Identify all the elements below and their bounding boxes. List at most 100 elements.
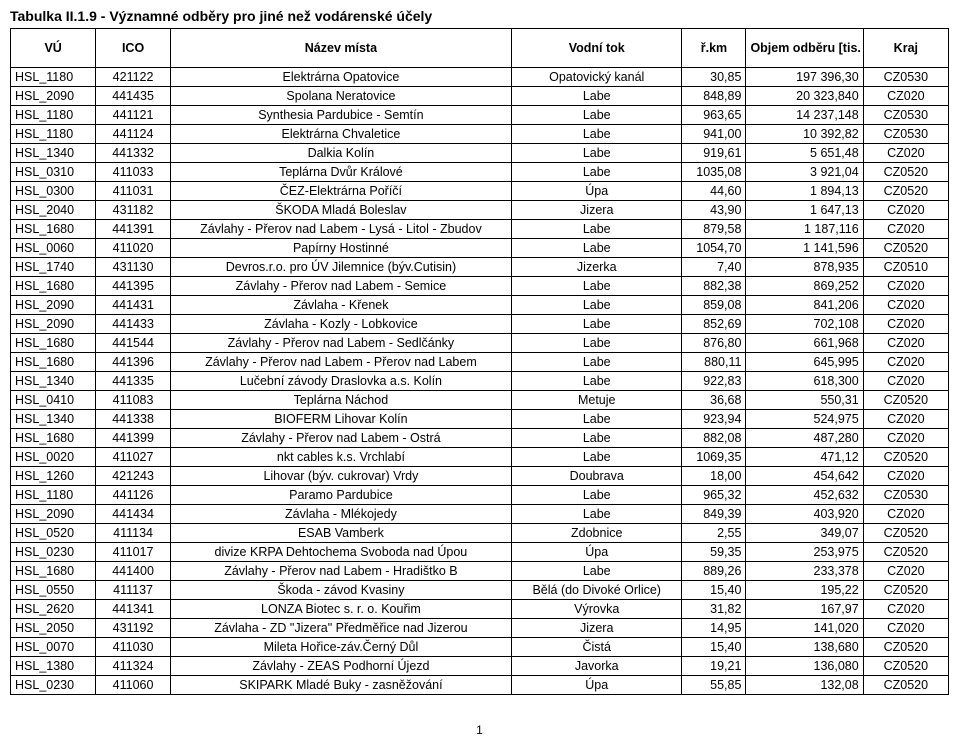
- table-cell: CZ020: [863, 410, 948, 429]
- table-cell: 441435: [96, 87, 171, 106]
- table-cell: 441338: [96, 410, 171, 429]
- table-cell: HSL_0060: [11, 239, 96, 258]
- table-cell: Metuje: [511, 391, 682, 410]
- table-cell: 411027: [96, 448, 171, 467]
- table-row: HSL_0060411020Papírny HostinnéLabe1054,7…: [11, 239, 949, 258]
- table-cell: Jizera: [511, 619, 682, 638]
- table-cell: HSL_2040: [11, 201, 96, 220]
- table-cell: HSL_0550: [11, 581, 96, 600]
- col-header-vu: VÚ: [11, 29, 96, 68]
- table-cell: CZ020: [863, 353, 948, 372]
- table-cell: Labe: [511, 562, 682, 581]
- table-cell: CZ0530: [863, 125, 948, 144]
- table-cell: 441434: [96, 505, 171, 524]
- table-cell: 882,08: [682, 429, 746, 448]
- table-cell: 403,920: [746, 505, 863, 524]
- table-cell: 869,252: [746, 277, 863, 296]
- table-cell: 441433: [96, 315, 171, 334]
- table-body: HSL_1180421122Elektrárna OpatoviceOpatov…: [11, 68, 949, 695]
- table-cell: Závlahy - Přerov nad Labem - Hradištko B: [170, 562, 511, 581]
- table-cell: 411137: [96, 581, 171, 600]
- table-cell: 849,39: [682, 505, 746, 524]
- table-cell: Teplárna Dvůr Králové: [170, 163, 511, 182]
- table-cell: CZ020: [863, 619, 948, 638]
- table-cell: CZ020: [863, 315, 948, 334]
- table-cell: 10 392,82: [746, 125, 863, 144]
- table-cell: 1 187,116: [746, 220, 863, 239]
- table-cell: 431192: [96, 619, 171, 638]
- table-cell: 5 651,48: [746, 144, 863, 163]
- table-cell: 411083: [96, 391, 171, 410]
- header-row: VÚ ICO Název místa Vodní tok ř.km Objem …: [11, 29, 949, 68]
- col-header-ico: ICO: [96, 29, 171, 68]
- table-cell: Škoda - závod Kvasiny: [170, 581, 511, 600]
- table-cell: HSL_2090: [11, 87, 96, 106]
- table-cell: 618,300: [746, 372, 863, 391]
- table-cell: CZ020: [863, 87, 948, 106]
- table-cell: CZ0520: [863, 163, 948, 182]
- table-cell: 59,35: [682, 543, 746, 562]
- table-cell: CZ020: [863, 220, 948, 239]
- table-cell: 411060: [96, 676, 171, 695]
- table-cell: Elektrárna Opatovice: [170, 68, 511, 87]
- table-cell: 1 647,13: [746, 201, 863, 220]
- table-cell: Labe: [511, 144, 682, 163]
- table-cell: HSL_1180: [11, 125, 96, 144]
- table-cell: CZ020: [863, 505, 948, 524]
- table-cell: 441400: [96, 562, 171, 581]
- table-cell: 441126: [96, 486, 171, 505]
- table-cell: 411020: [96, 239, 171, 258]
- table-cell: 20 323,840: [746, 87, 863, 106]
- table-cell: 132,08: [746, 676, 863, 695]
- table-cell: CZ020: [863, 372, 948, 391]
- table-cell: Lučební závody Draslovka a.s. Kolín: [170, 372, 511, 391]
- table-cell: HSL_0300: [11, 182, 96, 201]
- table-cell: HSL_1680: [11, 334, 96, 353]
- table-cell: 411030: [96, 638, 171, 657]
- table-title: Tabulka II.1.9 - Významné odběry pro jin…: [10, 8, 949, 24]
- table-cell: Elektrárna Chvaletice: [170, 125, 511, 144]
- table-cell: 841,206: [746, 296, 863, 315]
- table-cell: CZ0520: [863, 581, 948, 600]
- table-cell: Závlaha - Mlékojedy: [170, 505, 511, 524]
- table-cell: Spolana Neratovice: [170, 87, 511, 106]
- table-cell: 923,94: [682, 410, 746, 429]
- col-header-km: ř.km: [682, 29, 746, 68]
- table-cell: HSL_1180: [11, 68, 96, 87]
- table-cell: 15,40: [682, 638, 746, 657]
- table-cell: CZ0510: [863, 258, 948, 277]
- table-row: HSL_0410411083Teplárna NáchodMetuje36,68…: [11, 391, 949, 410]
- table-cell: Labe: [511, 353, 682, 372]
- table-cell: 349,07: [746, 524, 863, 543]
- table-cell: HSL_0410: [11, 391, 96, 410]
- table-cell: HSL_0020: [11, 448, 96, 467]
- table-cell: Závlahy - Přerov nad Labem - Semice: [170, 277, 511, 296]
- table-row: HSL_1260421243Lihovar (býv. cukrovar) Vr…: [11, 467, 949, 486]
- table-cell: ESAB Vamberk: [170, 524, 511, 543]
- table-cell: 197 396,30: [746, 68, 863, 87]
- table-cell: CZ020: [863, 277, 948, 296]
- table-row: HSL_2040431182ŠKODA Mladá BoleslavJizera…: [11, 201, 949, 220]
- table-cell: 454,642: [746, 467, 863, 486]
- table-row: HSL_1340441335Lučební závody Draslovka a…: [11, 372, 949, 391]
- table-cell: Mileta Hořice-záv.Černý Důl: [170, 638, 511, 657]
- table-row: HSL_1340441332Dalkia KolínLabe919,615 65…: [11, 144, 949, 163]
- table-cell: HSL_2090: [11, 296, 96, 315]
- table-cell: SKIPARK Mladé Buky - zasněžování: [170, 676, 511, 695]
- table-cell: 487,280: [746, 429, 863, 448]
- table-cell: Bělá (do Divoké Orlice): [511, 581, 682, 600]
- table-cell: 441121: [96, 106, 171, 125]
- table-cell: Opatovický kanál: [511, 68, 682, 87]
- table-row: HSL_0520411134ESAB VamberkZdobnice2,5534…: [11, 524, 949, 543]
- table-row: HSL_0020411027nkt cables k.s. VrchlabíLa…: [11, 448, 949, 467]
- table-cell: 441544: [96, 334, 171, 353]
- table-cell: 661,968: [746, 334, 863, 353]
- table-cell: 879,58: [682, 220, 746, 239]
- table-cell: 141,020: [746, 619, 863, 638]
- table-cell: 1 141,596: [746, 239, 863, 258]
- table-cell: 441399: [96, 429, 171, 448]
- table-row: HSL_2090441435Spolana NeratoviceLabe848,…: [11, 87, 949, 106]
- table-cell: Paramo Pardubice: [170, 486, 511, 505]
- table-cell: 471,12: [746, 448, 863, 467]
- table-cell: HSL_1680: [11, 277, 96, 296]
